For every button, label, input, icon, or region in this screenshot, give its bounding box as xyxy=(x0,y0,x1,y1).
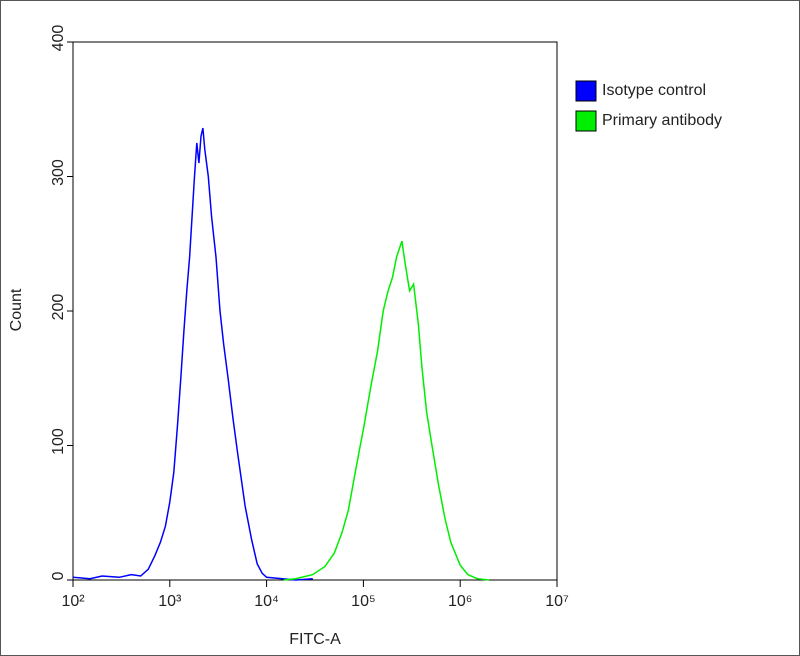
legend-label: Primary antibody xyxy=(602,112,722,129)
y-tick-label: 100 xyxy=(50,428,67,455)
legend-label: Isotype control xyxy=(602,82,706,99)
x-tick-label: 10⁴ xyxy=(254,593,279,610)
y-axis-label: Count xyxy=(8,288,25,331)
x-tick-label: 10³ xyxy=(158,593,182,610)
y-tick-label: 0 xyxy=(50,571,67,580)
x-tick-label: 10² xyxy=(61,593,85,610)
y-tick-label: 400 xyxy=(50,25,67,52)
plot-frame xyxy=(72,41,558,581)
y-tick-label: 300 xyxy=(50,159,67,186)
legend-swatch xyxy=(575,110,597,132)
x-tick-label: 10⁶ xyxy=(448,593,472,610)
histogram-line xyxy=(283,240,490,581)
x-tick-label: 10⁷ xyxy=(545,593,569,610)
y-tick-label: 200 xyxy=(50,294,67,321)
histogram-line xyxy=(72,127,313,581)
legend-swatch xyxy=(575,80,597,102)
x-tick-label: 10⁵ xyxy=(351,593,375,610)
x-axis-label: FITC-A xyxy=(289,631,341,648)
